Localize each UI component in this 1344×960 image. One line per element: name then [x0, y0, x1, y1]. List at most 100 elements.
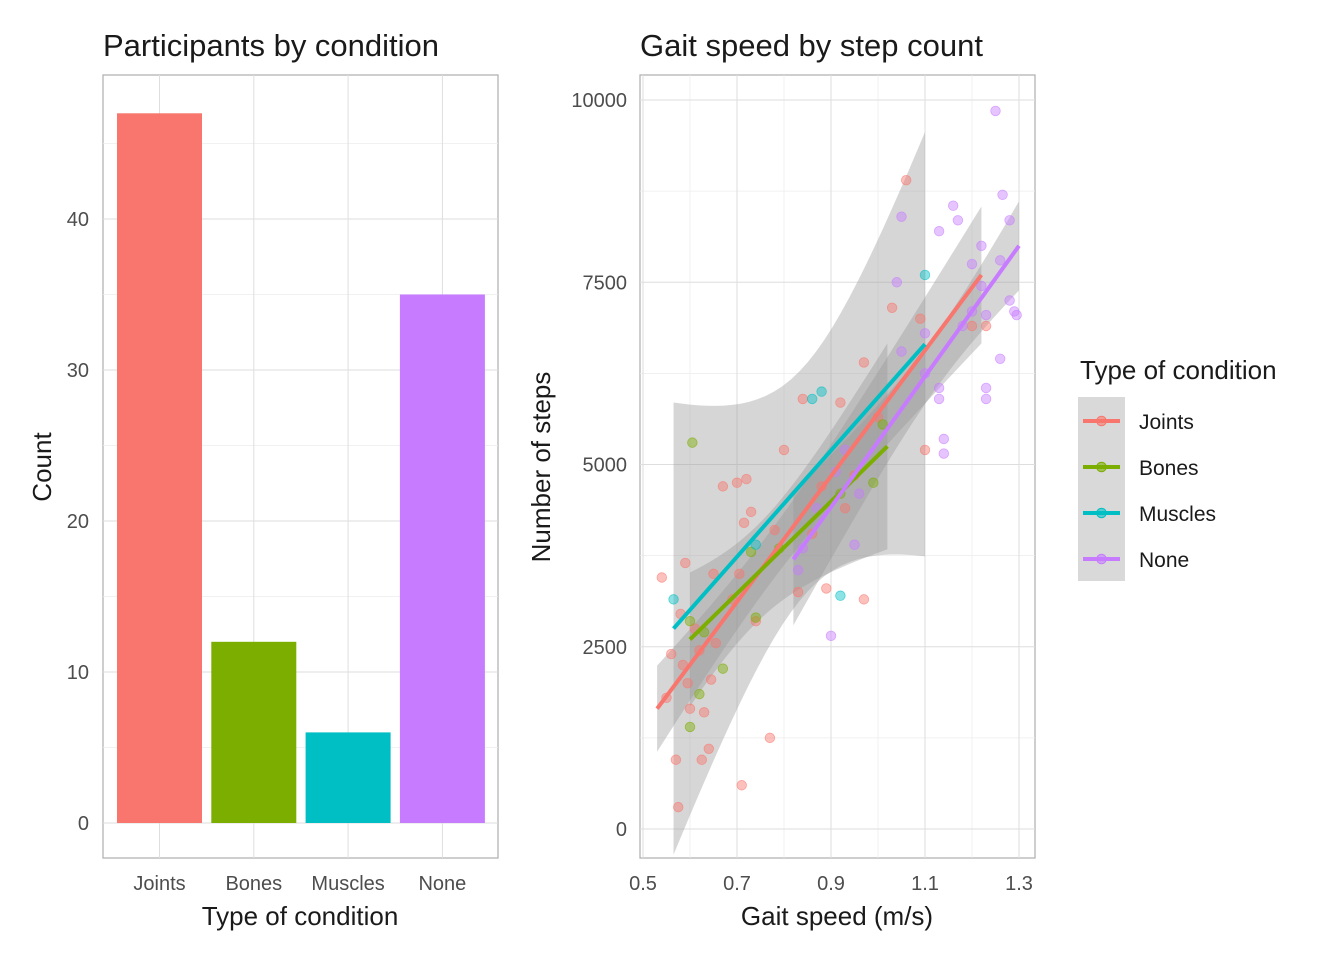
point-joints	[731, 477, 743, 488]
legend-key-background	[1078, 397, 1125, 581]
bar-x-tick-muscles: Muscles	[311, 873, 384, 895]
point-joints	[703, 743, 715, 755]
scatter-y-tick-label: 5000	[583, 455, 628, 477]
point-joints	[915, 313, 926, 324]
point-none	[792, 565, 804, 576]
trend-line-bones	[688, 444, 889, 641]
point-joints	[764, 732, 776, 744]
point-joints	[745, 506, 757, 518]
point-none	[980, 393, 992, 405]
point-none	[938, 448, 950, 459]
point-joints	[708, 568, 719, 580]
scatter-x-tick-label: 1.1	[911, 873, 939, 895]
legend-key-point	[1096, 507, 1107, 519]
scatter-x-tick-label: 0.5	[629, 873, 657, 895]
point-none	[995, 255, 1006, 266]
legend-label: Joints	[1139, 411, 1194, 434]
point-joints	[656, 572, 668, 583]
bar-y-tick-label: 10	[67, 662, 89, 684]
bar-chart-title: Participants by condition	[103, 28, 439, 63]
scatter-chart-title: Gait speed by step count	[640, 28, 983, 63]
point-joints	[797, 393, 809, 405]
point-joints	[696, 754, 707, 765]
point-none	[933, 226, 945, 237]
point-none	[933, 393, 945, 405]
legend-item-joints: Joints	[1083, 411, 1194, 434]
scatter-chart: Gait speed by step count 0 2500 5000 7500 10…	[526, 28, 1036, 931]
bar-muscles	[305, 732, 391, 823]
confidence-band-joints	[657, 206, 982, 752]
scatter-y-tick-label: 2500	[583, 637, 628, 659]
point-none	[980, 382, 992, 394]
bar-chart: Participants by condition 0 10 20 30 40 Join…	[27, 28, 499, 931]
point-none	[825, 630, 837, 642]
trend-line-joints	[655, 273, 984, 710]
point-bones	[684, 616, 696, 627]
point-joints	[778, 444, 790, 456]
point-muscles	[919, 269, 931, 281]
legend-title: Type of condition	[1080, 355, 1277, 385]
bar-y-tick-label: 40	[67, 209, 89, 231]
legend-label: None	[1139, 549, 1189, 572]
legend-label: Muscles	[1139, 503, 1216, 526]
point-joints	[919, 444, 931, 456]
scatter-y-tick-label: 10000	[571, 90, 627, 112]
point-bones	[877, 419, 888, 430]
point-none	[966, 258, 978, 270]
point-joints	[750, 616, 762, 627]
scatter-x-axis-title: Gait speed (m/s)	[741, 901, 933, 931]
scatter-x-tick-label: 0.7	[723, 873, 751, 895]
point-none	[1011, 309, 1022, 321]
point-none	[995, 353, 1006, 364]
scatter-x-tick-label: 0.9	[817, 873, 845, 895]
point-joints	[670, 754, 682, 765]
legend-item-none: None	[1083, 549, 1189, 572]
point-joints	[698, 707, 710, 718]
scatter-y-tick-label: 0	[616, 819, 627, 841]
point-none	[948, 200, 959, 211]
bar-x-axis-title: Type of condition	[202, 901, 399, 931]
point-joints	[705, 674, 717, 685]
bar-joints	[117, 113, 202, 824]
legend-items: Joints Bones Muscles None	[1078, 397, 1216, 581]
scatter-confidence-bands	[657, 132, 1019, 855]
point-none	[952, 215, 964, 226]
point-joints	[901, 174, 912, 186]
bar-y-tick-label: 30	[67, 360, 89, 382]
point-bones	[717, 663, 729, 674]
bar-series	[117, 113, 485, 824]
point-none	[980, 309, 992, 321]
point-none	[990, 105, 1001, 117]
point-none	[976, 280, 987, 292]
point-muscles	[807, 393, 818, 405]
bar-x-tick-none: None	[418, 873, 466, 895]
point-joints	[839, 503, 851, 514]
bar-y-tick-label: 20	[67, 511, 89, 533]
point-bones	[684, 721, 696, 733]
bar-x-tick-bones: Bones	[225, 873, 282, 895]
scatter-x-tick-labels: 0.5 0.7 0.9 1.1 1.3	[629, 873, 1033, 895]
point-joints	[792, 586, 804, 598]
point-joints	[666, 648, 677, 660]
point-none	[933, 382, 945, 394]
scatter-panel-border	[639, 74, 1036, 859]
point-joints	[673, 801, 684, 813]
point-none	[849, 539, 860, 550]
point-joints	[684, 703, 696, 714]
confidence-band-bones	[690, 343, 888, 707]
point-joints	[858, 357, 870, 368]
point-none	[919, 328, 931, 339]
legend: Type of condition Joints Bones Muscles None	[1078, 355, 1277, 581]
point-none	[854, 488, 865, 499]
point-muscles	[668, 594, 679, 605]
bar-none	[399, 294, 485, 823]
point-joints	[769, 524, 780, 536]
scatter-y-axis-title: Number of steps	[526, 372, 556, 563]
point-joints	[738, 517, 750, 529]
scatter-y-tick-label: 7500	[583, 272, 628, 294]
point-none	[976, 240, 987, 252]
point-joints	[980, 320, 992, 332]
scatter-gridlines	[640, 75, 1035, 858]
point-muscles	[816, 386, 827, 397]
point-bones	[750, 612, 762, 623]
